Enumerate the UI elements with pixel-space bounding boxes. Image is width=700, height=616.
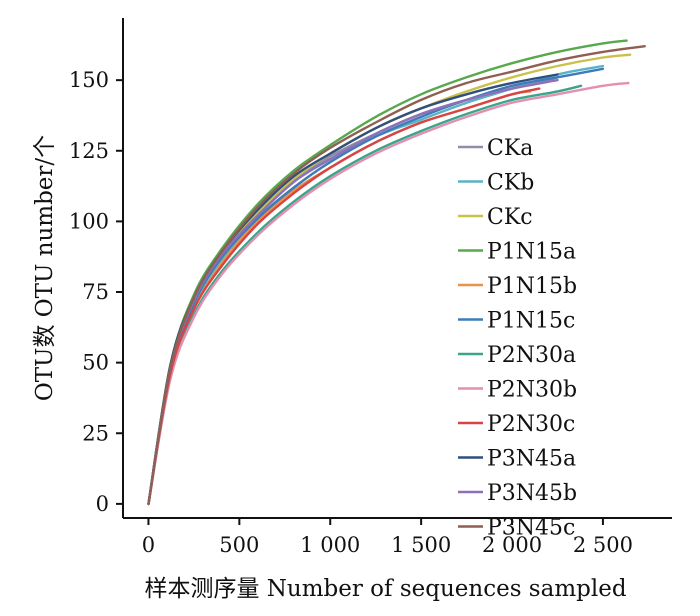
x-axis-title: 样本测序量 Number of sequences sampled	[144, 576, 626, 602]
legend-label-p2n30b: P2N30b	[487, 378, 577, 403]
legend-label-p1n15b: P1N15b	[487, 274, 577, 299]
y-tick-label: 0	[96, 492, 109, 516]
x-tick-label: 2 000	[482, 533, 542, 557]
legend-label-p3n45b: P3N45b	[487, 481, 577, 506]
axes-layer	[122, 18, 672, 519]
y-tick-label: 100	[69, 209, 109, 233]
x-tick-label: 1 500	[391, 533, 451, 557]
legend: CKa CKb CKc P1N15a P1N15b P1N15c P2N30a P2N30b P…	[458, 136, 577, 541]
x-tick-label: 500	[219, 533, 259, 557]
series-line-p3n45c	[147, 45, 646, 506]
legend-label-cka: CKa	[487, 136, 533, 161]
series-line-p2n30a	[147, 84, 583, 506]
legend-label-p3n45a: P3N45a	[487, 447, 576, 472]
legend-label-p1n15c: P1N15c	[487, 309, 575, 334]
y-tick-label: 150	[69, 68, 109, 92]
legend-label-ckc: CKc	[487, 205, 533, 230]
x-tick-label: 1 000	[300, 533, 360, 557]
legend-label-p3n45c: P3N45c	[487, 516, 575, 541]
y-tick-label: 75	[82, 280, 109, 304]
legend-label-ckb: CKb	[487, 171, 534, 196]
legend-label-p1n15a: P1N15a	[487, 240, 576, 265]
y-tick-label: 25	[82, 421, 109, 445]
series-line-p2n30c	[147, 87, 541, 506]
x-tick-label: 2 500	[573, 533, 633, 557]
ticks-layer: 0 500 1 000 1 500 2 000 2 500 0 25 50 75 100 125 150	[69, 68, 633, 557]
y-axis-title: OTU数 OTU number/个	[32, 135, 58, 401]
legend-label-p2n30c: P2N30c	[487, 412, 575, 437]
y-tick-label: 125	[69, 139, 109, 163]
series-line-p2n30b	[147, 81, 630, 506]
x-tick-label: 0	[142, 533, 155, 557]
y-tick-label: 50	[82, 351, 109, 375]
series-layer	[147, 39, 646, 506]
legend-label-p2n30a: P2N30a	[487, 343, 576, 368]
